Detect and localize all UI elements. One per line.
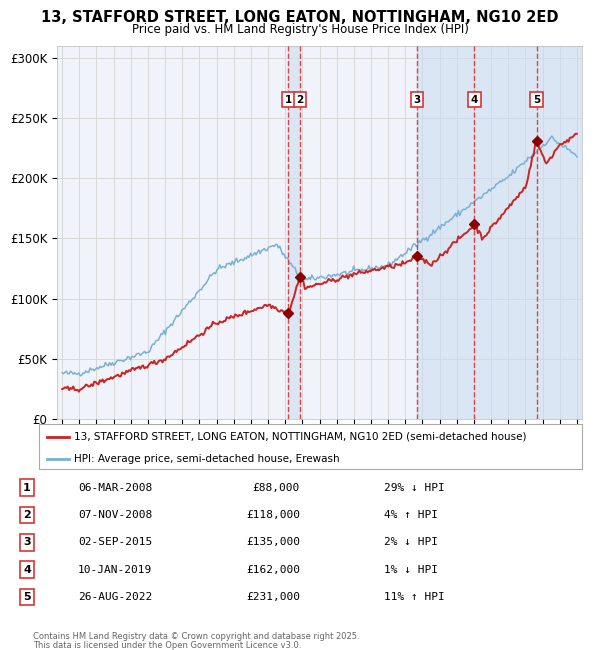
Text: 13, STAFFORD STREET, LONG EATON, NOTTINGHAM, NG10 2ED: 13, STAFFORD STREET, LONG EATON, NOTTING… [41, 10, 559, 25]
Text: 1% ↓ HPI: 1% ↓ HPI [384, 565, 438, 575]
Text: Contains HM Land Registry data © Crown copyright and database right 2025.: Contains HM Land Registry data © Crown c… [33, 632, 359, 641]
Text: £135,000: £135,000 [246, 538, 300, 547]
Text: 5: 5 [533, 95, 540, 105]
Text: 10-JAN-2019: 10-JAN-2019 [78, 565, 152, 575]
Text: £231,000: £231,000 [246, 592, 300, 602]
Text: Price paid vs. HM Land Registry's House Price Index (HPI): Price paid vs. HM Land Registry's House … [131, 23, 469, 36]
Text: 4% ↑ HPI: 4% ↑ HPI [384, 510, 438, 520]
Text: 4: 4 [471, 95, 478, 105]
Text: 2: 2 [23, 510, 31, 520]
Text: This data is licensed under the Open Government Licence v3.0.: This data is licensed under the Open Gov… [33, 641, 301, 650]
Text: 1: 1 [284, 95, 292, 105]
Text: 2% ↓ HPI: 2% ↓ HPI [384, 538, 438, 547]
Text: 06-MAR-2008: 06-MAR-2008 [78, 483, 152, 493]
Text: 02-SEP-2015: 02-SEP-2015 [78, 538, 152, 547]
Text: 3: 3 [23, 538, 31, 547]
Bar [417, 46, 586, 419]
Text: 29% ↓ HPI: 29% ↓ HPI [384, 483, 445, 493]
Text: 4: 4 [23, 565, 31, 575]
Text: 3: 3 [413, 95, 421, 105]
Text: 26-AUG-2022: 26-AUG-2022 [78, 592, 152, 602]
Text: 07-NOV-2008: 07-NOV-2008 [78, 510, 152, 520]
Text: HPI: Average price, semi-detached house, Erewash: HPI: Average price, semi-detached house,… [74, 454, 340, 464]
Text: £118,000: £118,000 [246, 510, 300, 520]
Text: £88,000: £88,000 [253, 483, 300, 493]
Text: 5: 5 [23, 592, 31, 602]
Text: 2: 2 [296, 95, 304, 105]
Text: 1: 1 [23, 483, 31, 493]
Text: 13, STAFFORD STREET, LONG EATON, NOTTINGHAM, NG10 2ED (semi-detached house): 13, STAFFORD STREET, LONG EATON, NOTTING… [74, 432, 527, 441]
Bar [288, 46, 300, 419]
Text: 11% ↑ HPI: 11% ↑ HPI [384, 592, 445, 602]
Text: £162,000: £162,000 [246, 565, 300, 575]
